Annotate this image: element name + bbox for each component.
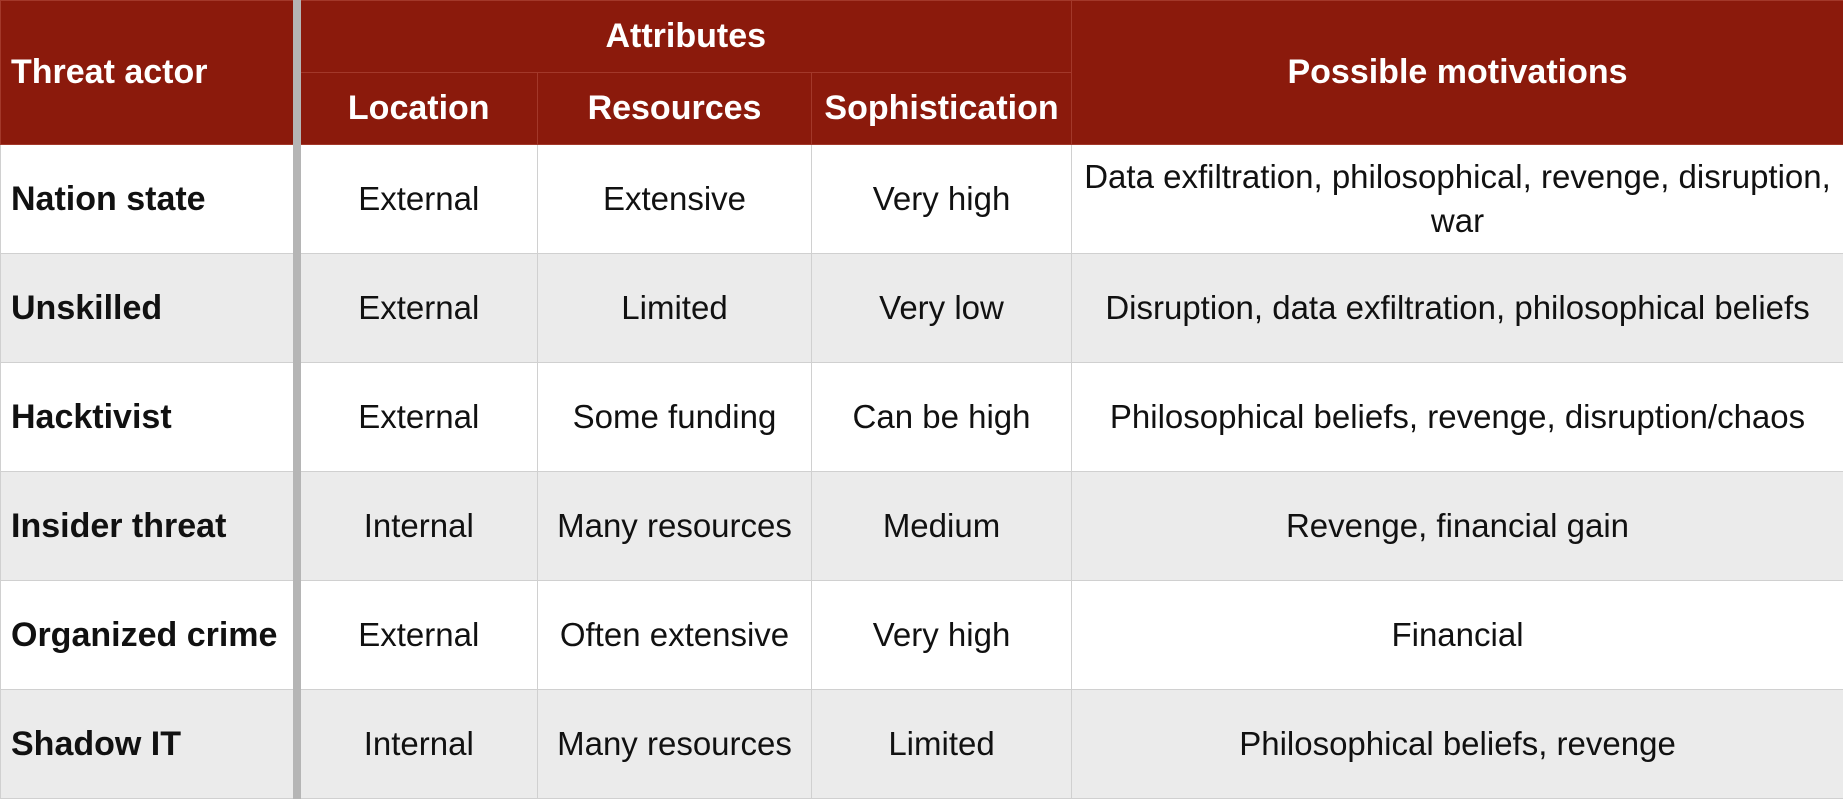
header-row-top: Threat actor Attributes Possible motivat…: [0, 0, 1843, 145]
threat-actor-cell: Organized crime: [0, 580, 301, 690]
table-body: Nation state External Extensive Very hig…: [0, 144, 1843, 799]
resources-cell: Often extensive: [537, 580, 812, 690]
table-row: Hacktivist External Some funding Can be …: [0, 362, 1843, 472]
threat-actor-cell: Unskilled: [0, 253, 301, 363]
table-row: Insider threat Internal Many resources M…: [0, 471, 1843, 581]
motivations-cell: Financial: [1071, 580, 1843, 690]
threat-actor-header: Threat actor: [0, 0, 301, 145]
threat-actor-cell: Nation state: [0, 144, 301, 254]
motivations-cell: Philosophical beliefs, revenge, disrupti…: [1071, 362, 1843, 472]
resources-cell: Limited: [537, 253, 812, 363]
sophistication-cell: Very high: [810, 144, 1073, 254]
sophistication-cell: Can be high: [810, 362, 1073, 472]
motivations-cell: Disruption, data exfiltration, philosoph…: [1071, 253, 1843, 363]
motivations-cell: Data exfiltration, philosophical, reveng…: [1071, 144, 1843, 254]
location-cell: Internal: [296, 471, 538, 581]
resources-cell: Many resources: [537, 689, 812, 799]
table-header: Threat actor Attributes Possible motivat…: [0, 0, 1843, 145]
resources-header: Resources: [537, 72, 812, 145]
motivations-cell: Philosophical beliefs, revenge: [1071, 689, 1843, 799]
header-row-sub: Location Resources Sophistication: [1, 72, 1843, 145]
resources-cell: Extensive: [537, 144, 812, 254]
sophistication-header: Sophistication: [810, 72, 1073, 145]
threat-actor-cell: Shadow IT: [0, 689, 301, 799]
threat-actor-cell: Hacktivist: [0, 362, 301, 472]
location-cell: External: [296, 253, 538, 363]
sophistication-cell: Medium: [810, 471, 1073, 581]
sophistication-cell: Very low: [810, 253, 1073, 363]
sophistication-cell: Limited: [810, 689, 1073, 799]
sophistication-cell: Very high: [810, 580, 1073, 690]
location-cell: External: [296, 144, 538, 254]
location-cell: External: [296, 362, 538, 472]
possible-motivations-header: Possible motivations: [1071, 0, 1843, 145]
resources-cell: Many resources: [537, 471, 812, 581]
resources-cell: Some funding: [537, 362, 812, 472]
table-row: Nation state External Extensive Very hig…: [0, 144, 1843, 254]
table-row: Shadow IT Internal Many resources Limite…: [0, 689, 1843, 799]
attributes-header: Attributes: [295, 0, 1073, 73]
table-row: Organized crime External Often extensive…: [0, 580, 1843, 690]
table-row: Unskilled External Limited Very low Disr…: [0, 253, 1843, 363]
location-header: Location: [296, 72, 538, 145]
motivations-cell: Revenge, financial gain: [1071, 471, 1843, 581]
threat-actor-cell: Insider threat: [0, 471, 301, 581]
location-cell: External: [296, 580, 538, 690]
location-cell: Internal: [296, 689, 538, 799]
